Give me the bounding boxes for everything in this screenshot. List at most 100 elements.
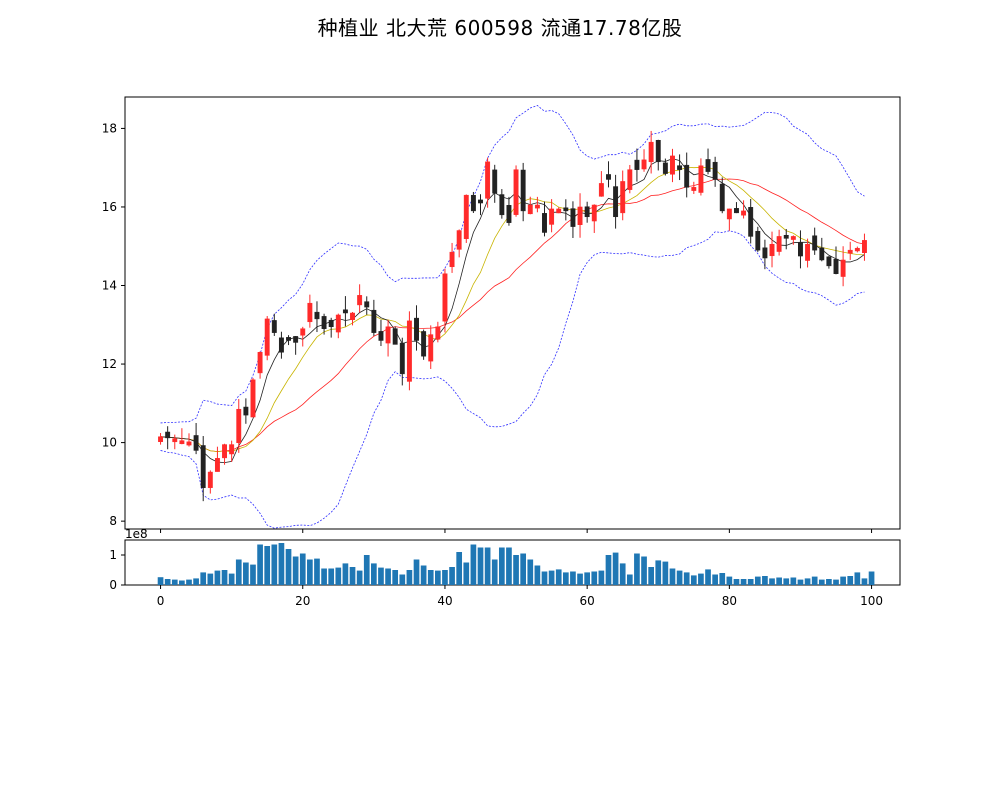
candle-body bbox=[456, 230, 462, 250]
volume-panel: 0 1 1e8 0 20 40 60 80 100 bbox=[109, 527, 901, 608]
volume-bar bbox=[207, 573, 214, 585]
candle-body bbox=[321, 316, 327, 329]
candle-body bbox=[378, 331, 384, 341]
candle-body bbox=[527, 204, 533, 215]
candle-body bbox=[492, 169, 498, 194]
candle-body bbox=[520, 169, 526, 212]
volume-bar bbox=[833, 579, 839, 585]
volume-bar bbox=[776, 577, 782, 585]
candle-body bbox=[442, 273, 448, 322]
candle-body bbox=[613, 186, 619, 218]
candle-body bbox=[236, 408, 242, 444]
volume-bar bbox=[349, 567, 356, 585]
candle-body bbox=[634, 159, 640, 170]
volume-bar bbox=[456, 552, 463, 585]
volume-bar bbox=[477, 547, 484, 585]
volume-bar bbox=[292, 556, 299, 585]
volume-bar bbox=[214, 570, 221, 585]
candle-body bbox=[300, 328, 306, 336]
volume-bar bbox=[762, 576, 768, 585]
candle-body bbox=[854, 247, 860, 252]
candle-body bbox=[591, 204, 597, 222]
candle-body bbox=[755, 230, 761, 251]
volume-bar bbox=[555, 569, 562, 585]
volume-bar bbox=[577, 573, 583, 585]
candle-body bbox=[641, 159, 647, 170]
volume-bar bbox=[634, 553, 640, 585]
volume-bar bbox=[754, 576, 761, 585]
volume-bar bbox=[179, 580, 185, 585]
volume-bar bbox=[257, 544, 263, 585]
candle-body bbox=[627, 169, 633, 190]
volume-bar bbox=[534, 565, 541, 585]
volume-bar bbox=[840, 576, 846, 585]
candle-body bbox=[357, 295, 363, 306]
volume-xtick-label: 0 bbox=[157, 594, 165, 608]
candle-body bbox=[570, 208, 576, 227]
volume-bar bbox=[690, 575, 697, 585]
volume-bar bbox=[626, 574, 633, 585]
candle-body bbox=[556, 208, 562, 214]
volume-bar bbox=[804, 578, 811, 585]
candle-body bbox=[847, 249, 853, 254]
candle-body bbox=[385, 326, 391, 344]
candle-body bbox=[677, 165, 683, 170]
volume-bar bbox=[740, 579, 747, 585]
volume-bar bbox=[619, 563, 626, 585]
volume-bar bbox=[719, 573, 726, 585]
volume-bar bbox=[363, 555, 370, 585]
volume-xtick-label: 100 bbox=[860, 594, 883, 608]
volume-bar bbox=[235, 559, 242, 585]
candle-body bbox=[584, 206, 590, 218]
volume-bar bbox=[662, 561, 669, 585]
volume-bar bbox=[641, 556, 647, 585]
volume-bar bbox=[420, 565, 427, 585]
volume-bar bbox=[193, 578, 199, 585]
candle-body bbox=[662, 162, 668, 174]
volume-bar bbox=[413, 559, 420, 585]
candle-body bbox=[293, 336, 299, 343]
volume-bar bbox=[442, 570, 448, 585]
volume-xtick-label: 80 bbox=[722, 594, 737, 608]
candle-body bbox=[364, 301, 370, 308]
candle-body bbox=[698, 165, 704, 193]
volume-bar bbox=[605, 555, 612, 585]
candle-body bbox=[762, 247, 768, 259]
volume-xtick-label: 40 bbox=[437, 594, 452, 608]
candle-body bbox=[314, 311, 320, 320]
volume-bar bbox=[356, 570, 363, 585]
candle-body bbox=[712, 161, 718, 180]
volume-bar bbox=[449, 567, 455, 585]
candle-body bbox=[222, 444, 227, 459]
volume-xtick-label: 20 bbox=[295, 594, 310, 608]
candle-body bbox=[449, 251, 455, 268]
volume-bar bbox=[378, 567, 384, 585]
candle-body bbox=[719, 183, 725, 212]
candle-body bbox=[499, 194, 505, 216]
volume-xtick-label: 60 bbox=[580, 594, 595, 608]
candle-body bbox=[598, 183, 604, 197]
volume-bar bbox=[769, 578, 775, 585]
price-ytick-label: 18 bbox=[102, 121, 117, 135]
volume-bar bbox=[200, 572, 207, 585]
volume-bar bbox=[392, 570, 399, 585]
volume-bar bbox=[826, 579, 832, 585]
volume-bar bbox=[491, 559, 498, 585]
volume-bar bbox=[435, 570, 441, 585]
volume-bar bbox=[157, 577, 164, 585]
volume-bar bbox=[868, 571, 875, 585]
candle-body bbox=[392, 328, 398, 345]
bollinger-lower-line bbox=[160, 230, 865, 529]
volume-bar bbox=[790, 577, 797, 585]
volume-bar bbox=[598, 570, 605, 585]
volume-bar bbox=[342, 563, 349, 585]
volume-bar bbox=[847, 576, 854, 585]
bollinger-upper-line bbox=[160, 105, 865, 424]
volume-bar bbox=[371, 563, 377, 585]
volume-bar bbox=[854, 572, 861, 585]
volume-bar bbox=[705, 569, 711, 585]
candle-body bbox=[243, 406, 249, 416]
candle-body bbox=[805, 244, 811, 261]
candle-body bbox=[158, 436, 164, 442]
volume-bar bbox=[463, 562, 470, 585]
